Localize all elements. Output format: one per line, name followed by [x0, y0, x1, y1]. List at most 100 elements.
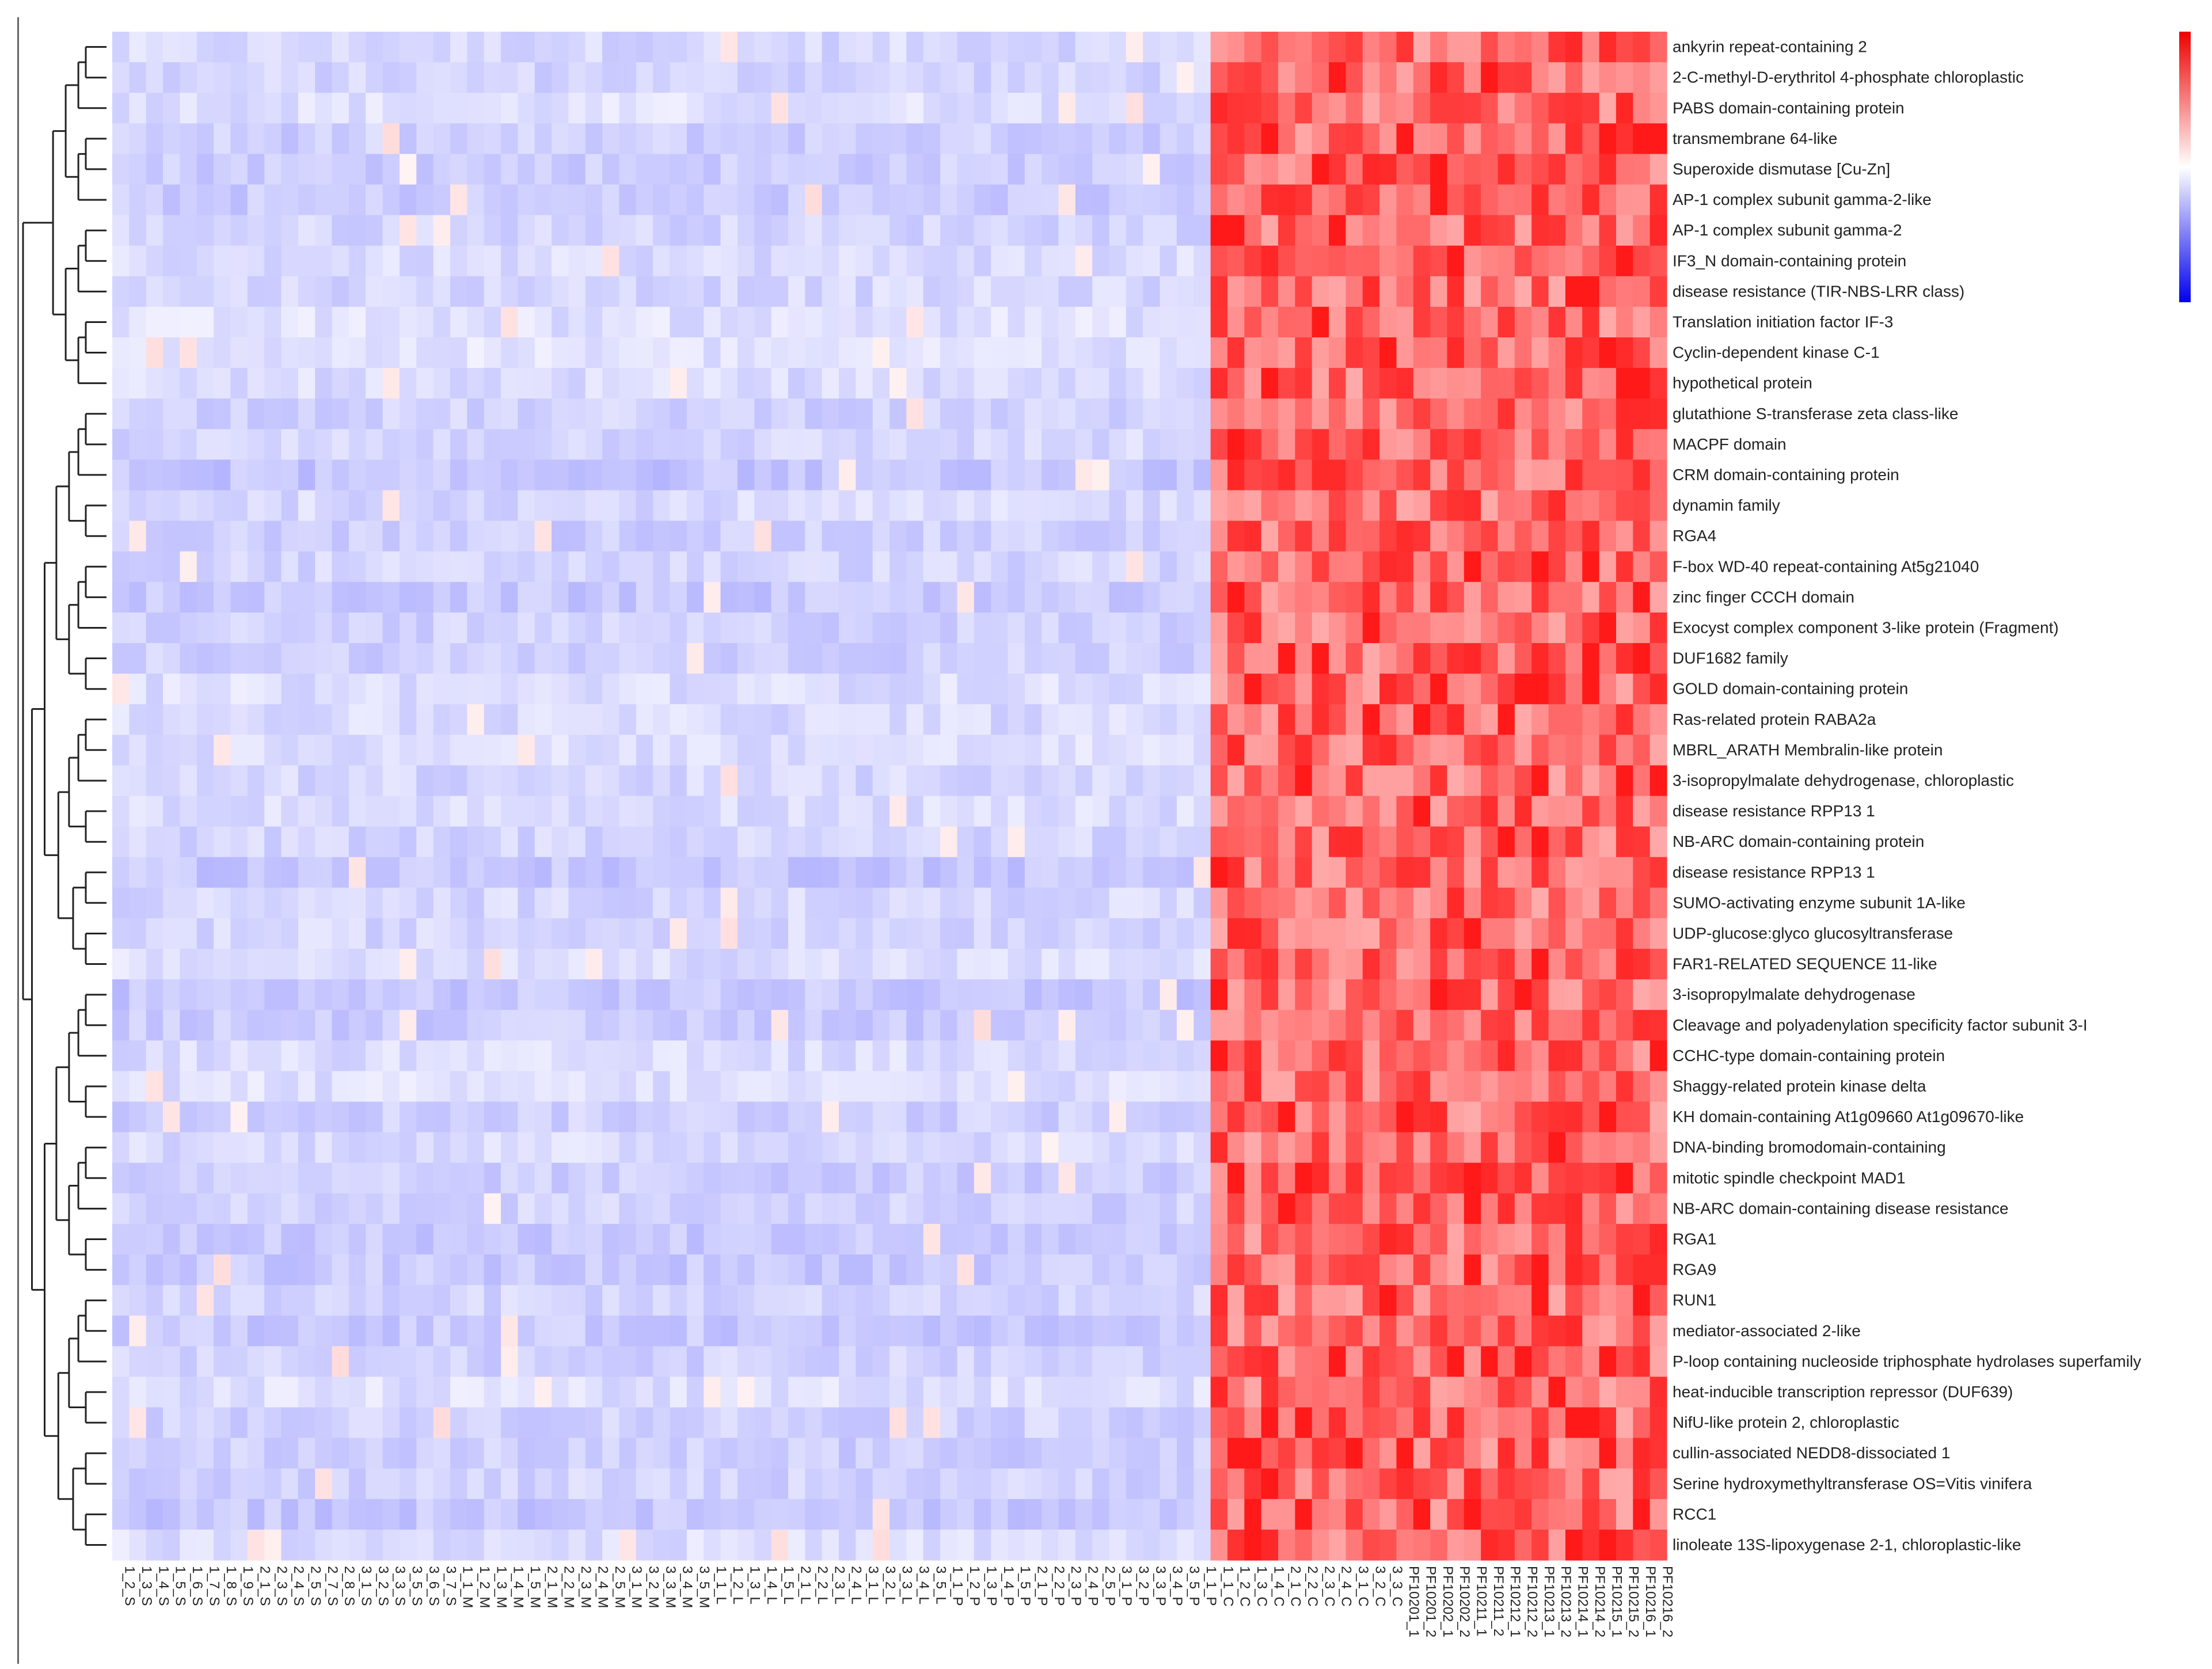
- heatmap-cell: [450, 1407, 468, 1439]
- heatmap-cell: [568, 551, 586, 583]
- heatmap-cell: [974, 245, 991, 277]
- heatmap-cell: [1464, 1346, 1481, 1377]
- heatmap-cell: [433, 245, 451, 277]
- heatmap-cell: [501, 735, 518, 766]
- heatmap-cell: [805, 398, 823, 429]
- heatmap-cell: [1092, 1346, 1110, 1377]
- heatmap-cell: [298, 1377, 316, 1408]
- heatmap-cell: [1548, 735, 1566, 766]
- heatmap-cell: [720, 704, 738, 735]
- heatmap-cell: [1481, 32, 1499, 63]
- heatmap-cell: [382, 1193, 400, 1225]
- heatmap-cell: [433, 1010, 451, 1041]
- heatmap-cell: [1278, 154, 1295, 185]
- heatmap-cell: [467, 1529, 485, 1561]
- heatmap-cell: [450, 1377, 468, 1408]
- heatmap-cell: [872, 398, 890, 429]
- heatmap-cell: [1194, 306, 1211, 338]
- heatmap-cell: [247, 857, 265, 888]
- heatmap-cell: [1160, 551, 1177, 583]
- heatmap-cell: [720, 1010, 738, 1041]
- heatmap-cell: [146, 1223, 164, 1255]
- heatmap-cell: [163, 93, 180, 124]
- heatmap-cell: [281, 857, 299, 888]
- heatmap-cell: [298, 704, 316, 735]
- heatmap-cell: [1042, 1223, 1059, 1255]
- heatmap-cell: [501, 643, 518, 674]
- heatmap-cell: [686, 245, 704, 277]
- heatmap-cell: [754, 276, 772, 307]
- heatmap-cell: [1042, 520, 1059, 552]
- heatmap-cell: [1650, 1132, 1667, 1164]
- heatmap-cell: [1430, 398, 1448, 429]
- heatmap-cell: [737, 1040, 755, 1071]
- heatmap-cell: [1362, 1438, 1380, 1469]
- heatmap-cell: [1092, 857, 1110, 888]
- heatmap-cell: [1362, 1162, 1380, 1194]
- heatmap-cell: [1058, 429, 1076, 460]
- heatmap-cell: [247, 490, 265, 522]
- heatmap-cell: [1092, 1377, 1110, 1408]
- heatmap-cell: [974, 918, 991, 949]
- heatmap-cell: [1481, 154, 1499, 185]
- heatmap-cell: [399, 1193, 417, 1225]
- heatmap-cell: [450, 887, 468, 919]
- column-label: PF10213_1: [1541, 1566, 1557, 1637]
- heatmap-cell: [1447, 1316, 1465, 1347]
- heatmap-cell: [838, 1254, 856, 1286]
- heatmap-cell: [1413, 1101, 1431, 1133]
- heatmap-cell: [1008, 1223, 1025, 1255]
- heatmap-cell: [230, 1468, 248, 1500]
- heatmap-cell: [1481, 704, 1499, 735]
- heatmap-cell: [720, 184, 738, 216]
- heatmap-cell: [1514, 674, 1532, 705]
- heatmap-cell: [552, 459, 569, 491]
- heatmap-cell: [1396, 1071, 1414, 1102]
- heatmap-cell: [1075, 1101, 1093, 1133]
- heatmap-cell: [1548, 551, 1566, 583]
- heatmap-cell: [1329, 643, 1346, 674]
- heatmap-cell: [416, 581, 434, 613]
- heatmap-cell: [1109, 154, 1127, 185]
- heatmap-cell: [518, 1316, 535, 1347]
- heatmap-cell: [1210, 1499, 1228, 1530]
- heatmap-cell: [974, 887, 991, 919]
- heatmap-cell: [196, 1377, 214, 1408]
- heatmap-cell: [754, 1162, 772, 1194]
- heatmap-cell: [568, 184, 586, 216]
- heatmap-cell: [1042, 1101, 1059, 1133]
- heatmap-cell: [1447, 490, 1465, 522]
- heatmap-cell: [788, 612, 805, 644]
- heatmap-cell: [348, 796, 366, 827]
- row-label: mitotic spindle checkpoint MAD1: [1673, 1169, 1906, 1187]
- heatmap-cell: [838, 674, 856, 705]
- heatmap-cell: [686, 459, 704, 491]
- heatmap-cell: [957, 643, 975, 674]
- heatmap-cell: [568, 612, 586, 644]
- heatmap-cell: [838, 154, 856, 185]
- heatmap-cell: [1176, 459, 1194, 491]
- heatmap-cell: [416, 1377, 434, 1408]
- heatmap-cell: [348, 735, 366, 766]
- heatmap-cell: [1312, 581, 1329, 613]
- heatmap-cell: [1616, 1377, 1633, 1408]
- heatmap-cell: [906, 581, 924, 613]
- heatmap-cell: [1295, 887, 1313, 919]
- heatmap-cell: [534, 979, 552, 1010]
- heatmap-cell: [1176, 490, 1194, 522]
- heatmap-cell: [822, 1254, 839, 1286]
- heatmap-cell: [1210, 704, 1228, 735]
- heatmap-cell: [298, 887, 316, 919]
- heatmap-cell: [906, 245, 924, 277]
- heatmap-cell: [686, 1223, 704, 1255]
- heatmap-cell: [484, 429, 501, 460]
- heatmap-cell: [1244, 826, 1262, 858]
- heatmap-cell: [602, 979, 620, 1010]
- heatmap-cell: [1481, 796, 1499, 827]
- heatmap-cell: [720, 1529, 738, 1561]
- heatmap-cell: [805, 1316, 823, 1347]
- heatmap-cell: [534, 368, 552, 399]
- heatmap-cell: [1633, 887, 1651, 919]
- heatmap-cell: [264, 93, 282, 124]
- heatmap-cell: [214, 857, 231, 888]
